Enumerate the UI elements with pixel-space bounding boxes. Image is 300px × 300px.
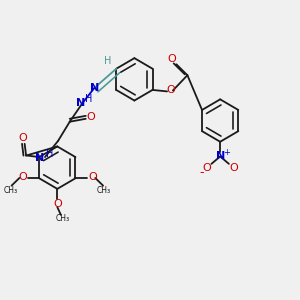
Text: N: N xyxy=(215,152,225,161)
Text: O: O xyxy=(167,54,176,64)
Text: O: O xyxy=(53,199,62,209)
Text: O: O xyxy=(19,133,28,143)
Text: H: H xyxy=(104,56,111,66)
Text: O: O xyxy=(88,172,97,182)
Text: CH₃: CH₃ xyxy=(4,185,18,194)
Text: N: N xyxy=(35,153,45,163)
Text: N: N xyxy=(76,98,86,108)
Text: O: O xyxy=(167,85,176,95)
Text: O: O xyxy=(202,163,211,173)
Text: CH₃: CH₃ xyxy=(97,185,111,194)
Text: O: O xyxy=(230,163,238,173)
Text: O: O xyxy=(18,172,27,182)
Text: O: O xyxy=(87,112,95,122)
Text: H: H xyxy=(85,94,92,104)
Text: N: N xyxy=(90,83,99,93)
Text: H: H xyxy=(46,148,53,158)
Text: +: + xyxy=(223,148,230,158)
Text: -: - xyxy=(199,166,203,179)
Text: CH₃: CH₃ xyxy=(56,214,70,223)
